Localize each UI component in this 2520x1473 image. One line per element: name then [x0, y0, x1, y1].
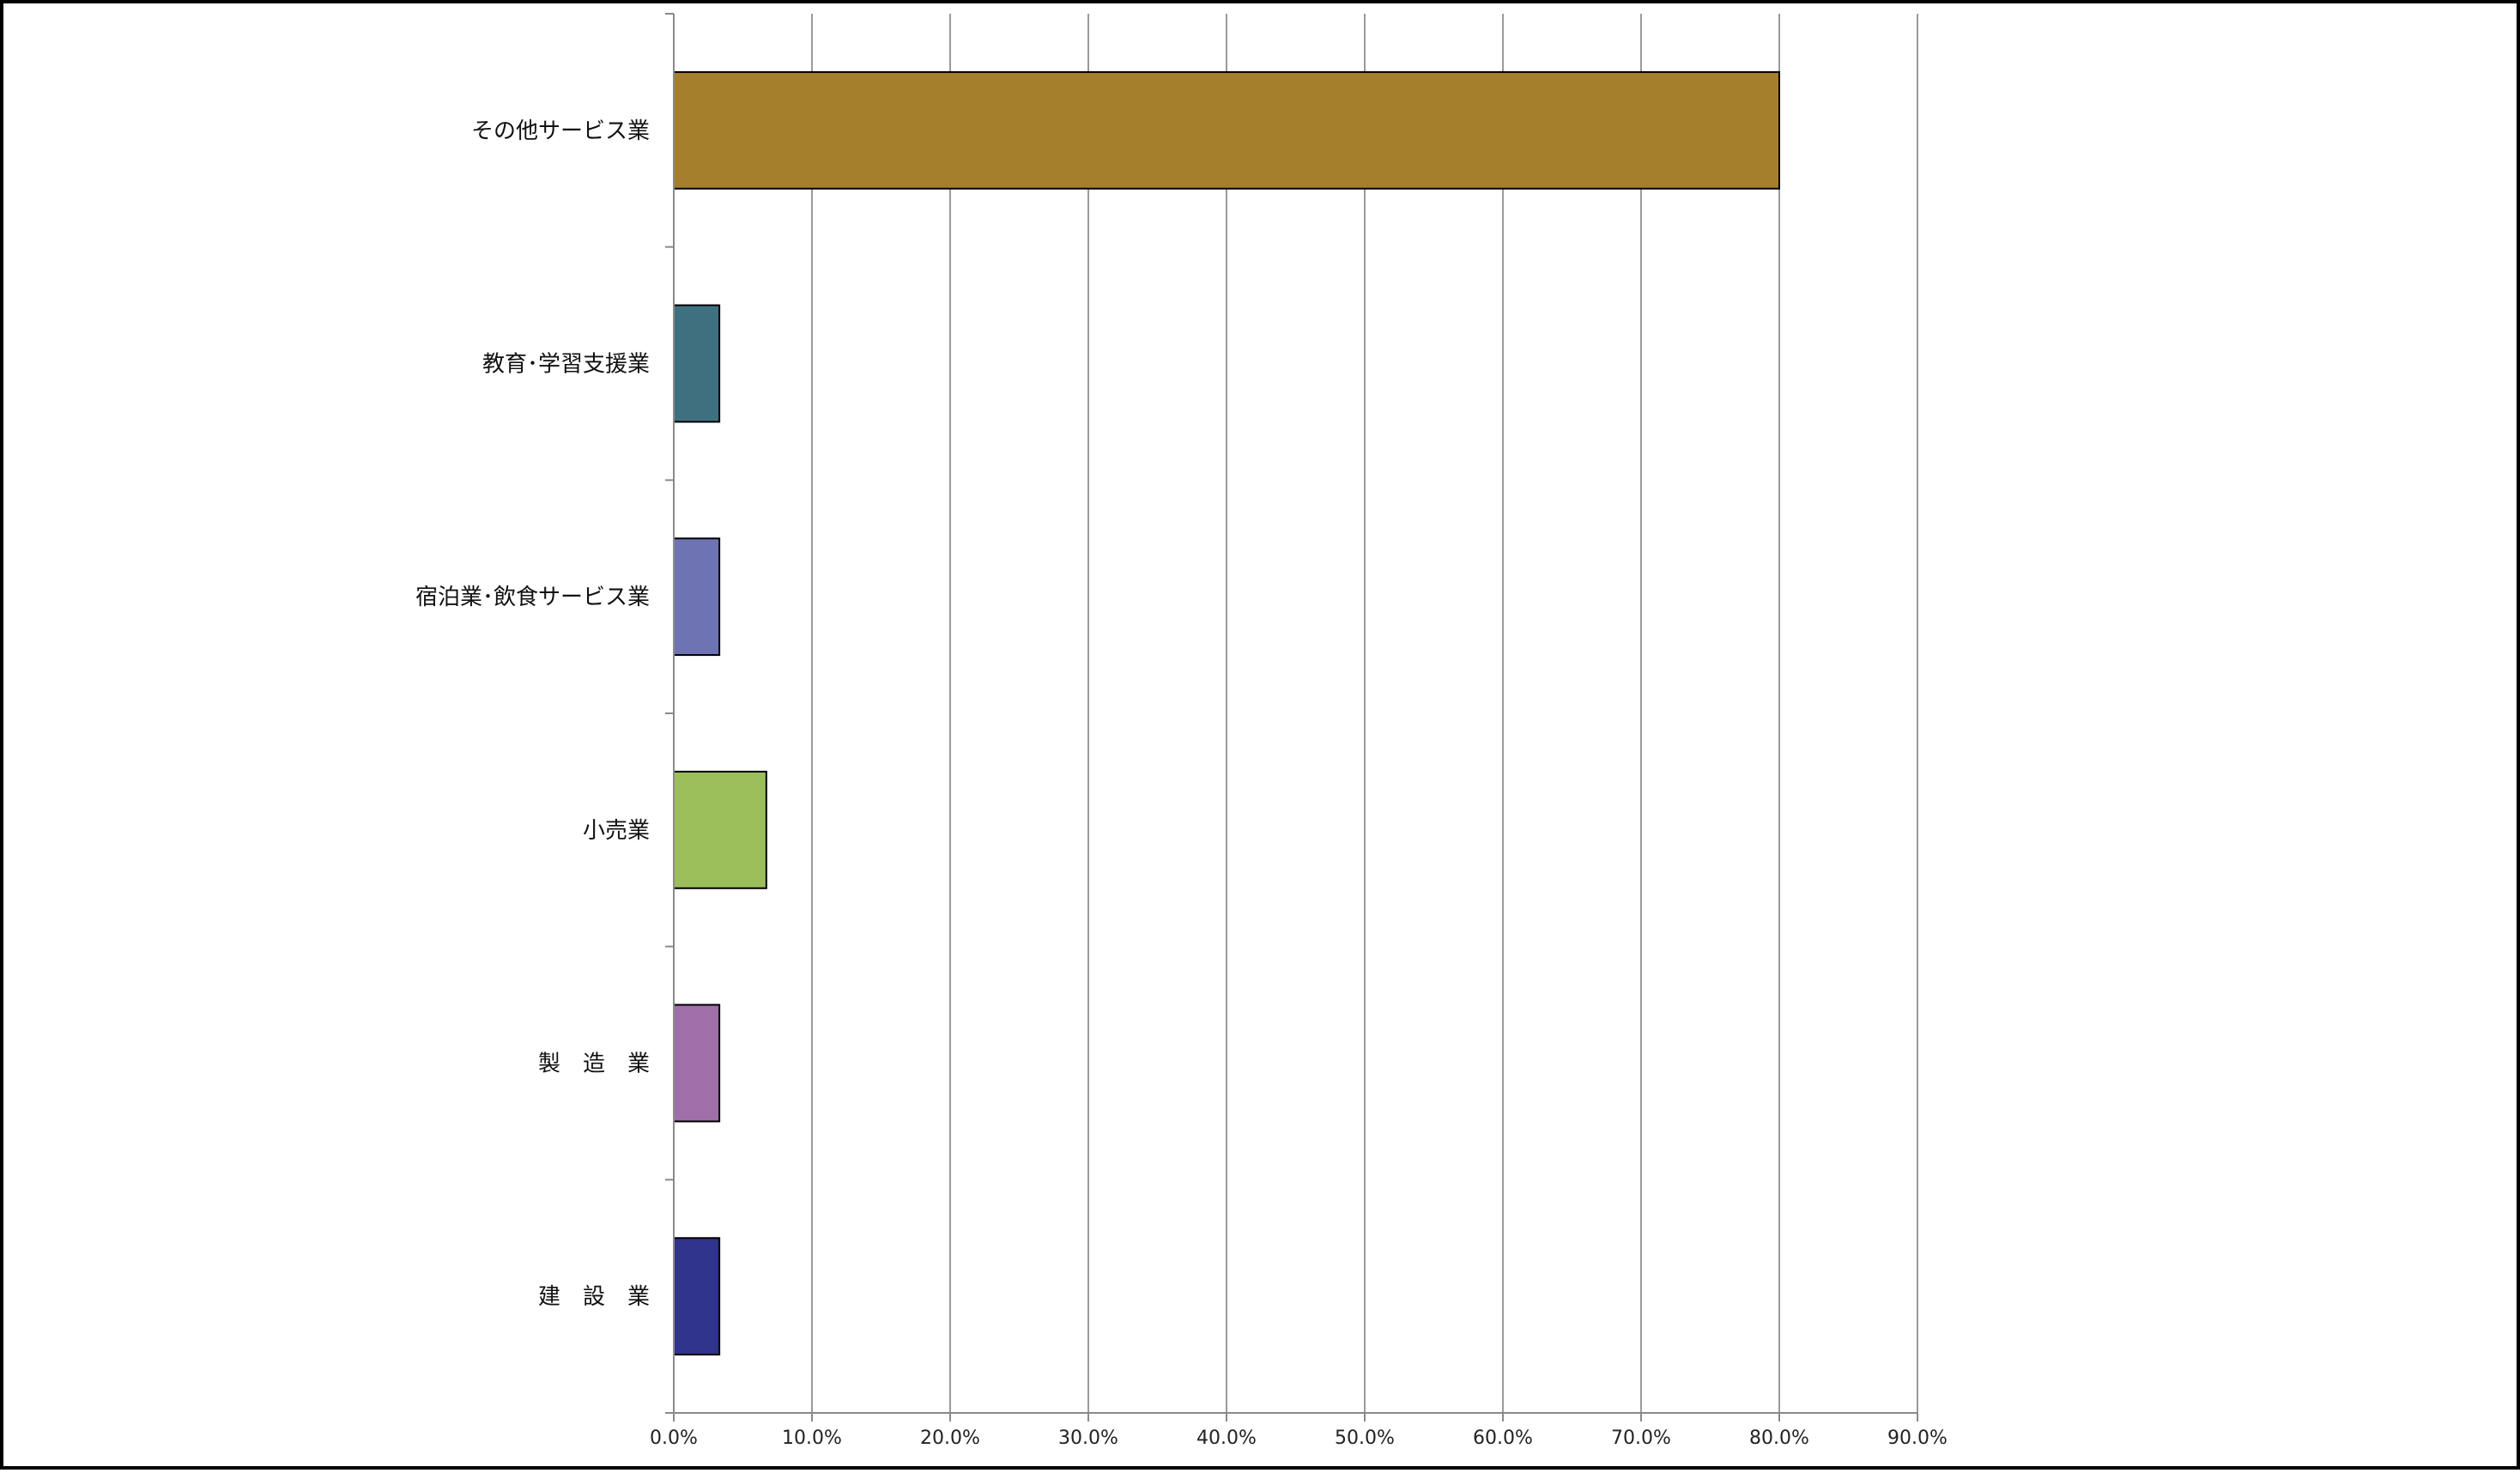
category-label: 建 設 業 — [538, 1284, 650, 1310]
category-label: 製 造 業 — [538, 1052, 650, 1077]
x-tick-label: 50.0% — [1335, 1428, 1395, 1449]
bar — [673, 770, 767, 889]
bar — [673, 70, 1780, 190]
bar — [673, 304, 721, 423]
axes — [665, 13, 1918, 1421]
bars — [673, 70, 1780, 1356]
x-tick-label: 20.0% — [920, 1428, 980, 1449]
x-tick-label: 60.0% — [1473, 1428, 1533, 1449]
category-label: その他サービス業 — [471, 118, 650, 144]
x-tick-label: 80.0% — [1749, 1428, 1809, 1449]
bar — [673, 537, 721, 657]
x-tick-label: 30.0% — [1058, 1428, 1118, 1449]
category-label: 教育･学習支援業 — [482, 352, 650, 378]
x-tick-label: 90.0% — [1887, 1428, 1948, 1449]
gridlines — [811, 14, 1918, 1413]
bar — [673, 1237, 721, 1356]
x-tick-label: 0.0% — [650, 1428, 698, 1449]
category-label: 小売業 — [583, 818, 650, 844]
x-tick-labels: 0.0% 10.0% 20.0% 30.0% 40.0% 50.0% 60.0% 70.0% 8… — [650, 1428, 1948, 1449]
x-tick-label: 40.0% — [1196, 1428, 1257, 1449]
bar-chart: 0.0% 10.0% 20.0% 30.0% 40.0% 50.0% 60.0% 70.0% 8… — [415, 13, 1948, 1449]
category-label: 宿泊業･飲食サービス業 — [415, 585, 650, 610]
bar — [673, 1003, 721, 1123]
x-tick-label: 10.0% — [782, 1428, 842, 1449]
x-tick-label: 70.0% — [1611, 1428, 1671, 1449]
